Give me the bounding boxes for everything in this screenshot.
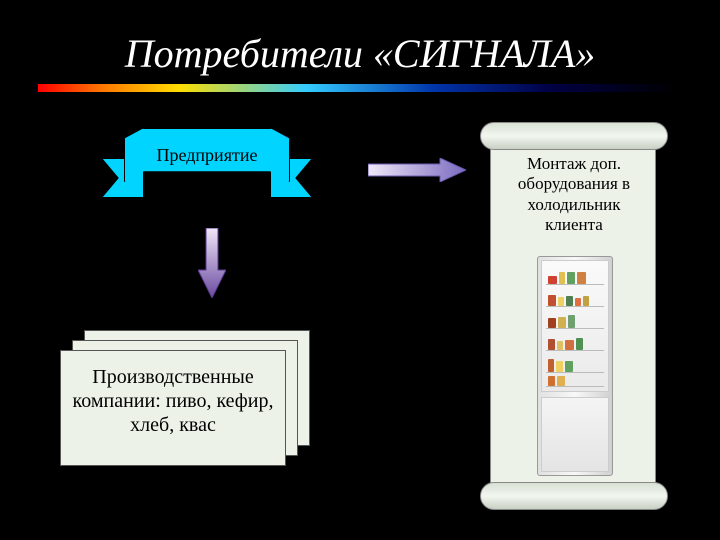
- fridge-shelf: [546, 289, 604, 307]
- scroll-curl-bottom: [480, 482, 668, 510]
- fridge-shelf: [546, 333, 604, 351]
- enterprise-banner: Предприятие: [102, 128, 312, 204]
- scroll-body: Монтаж доп. оборудования в холодильник к…: [490, 136, 656, 496]
- fridge-item: [567, 272, 575, 284]
- fridge-shelf: [546, 267, 604, 285]
- fridge-item: [583, 296, 589, 306]
- fridge-item: [548, 295, 556, 306]
- fridge-item: [575, 298, 581, 306]
- fridge-item: [548, 318, 556, 328]
- fridge-upper-door: [541, 260, 609, 392]
- fridge-shelf: [546, 373, 604, 387]
- fridge-item: [568, 315, 575, 328]
- fridge-item: [548, 339, 555, 350]
- stack-front: Производственные компании: пиво, кефир, …: [60, 350, 286, 466]
- scroll-curl-top: [480, 122, 668, 150]
- slide-title: Потребители «СИГНАЛА»: [0, 30, 720, 77]
- refrigerator-image: [537, 256, 613, 476]
- fridge-item: [558, 317, 566, 328]
- fridge-item: [565, 340, 574, 350]
- fridge-item: [565, 361, 573, 372]
- fridge-item: [557, 341, 563, 350]
- fridge-item: [548, 276, 557, 284]
- fridge-item: [577, 272, 586, 284]
- companies-text: Производственные компании: пиво, кефир, …: [73, 366, 274, 436]
- fridge-item: [559, 272, 565, 284]
- accent-underline: [38, 84, 678, 92]
- fridge-shelf: [546, 355, 604, 373]
- fridge-lower-door: [541, 397, 609, 472]
- fridge-item: [557, 376, 565, 386]
- arrow-down-icon: [198, 228, 226, 298]
- fridge-item: [566, 296, 573, 306]
- companies-stacked-card: Производственные компании: пиво, кефир, …: [60, 330, 310, 466]
- scroll-text: Монтаж доп. оборудования в холодильник к…: [497, 154, 651, 236]
- fridge-item: [548, 376, 555, 386]
- fridge-item: [558, 297, 564, 306]
- fridge-item: [548, 359, 554, 372]
- scroll-panel: Монтаж доп. оборудования в холодильник к…: [480, 122, 670, 510]
- banner-label: Предприятие: [157, 145, 258, 166]
- arrow-right-icon: [368, 158, 466, 182]
- fridge-shelf: [546, 311, 604, 329]
- fridge-item: [576, 338, 583, 350]
- banner-body: Предприятие: [124, 128, 290, 182]
- fridge-item: [556, 361, 563, 372]
